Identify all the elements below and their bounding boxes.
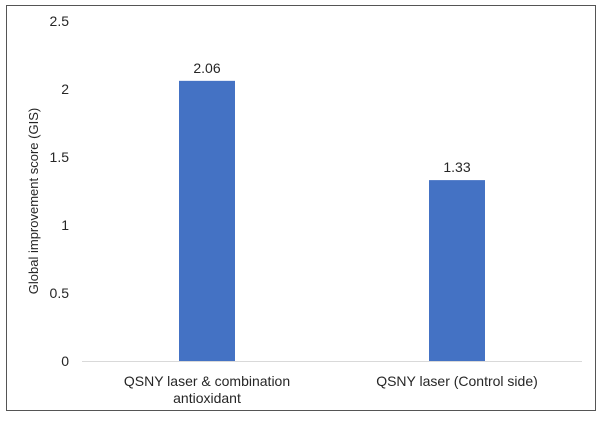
category-label: QSNY laser & combination antioxidant [124,373,290,406]
data-labels: 2.06 1.33 [193,60,470,175]
bars [179,80,485,361]
category-label-line: antioxidant [173,390,241,406]
bar-data-label: 2.06 [193,60,220,76]
y-tick-label: 1 [61,217,69,233]
y-axis-title: Global improvement score (GIS) [26,108,41,294]
category-labels: QSNY laser & combination antioxidantQSNY … [124,373,538,406]
category-label-line: QSNY laser (Control side) [376,373,538,389]
category-label: QSNY laser (Control side) [376,373,538,389]
bar [179,80,235,361]
y-axis-ticks: 0 0.5 1 1.5 2 2.5 [50,13,70,369]
y-tick-label: 0 [61,353,69,369]
category-label-line: QSNY laser & combination [124,373,290,389]
y-tick-label: 2 [61,81,69,97]
chart-frame [6,5,596,411]
y-tick-label: 1.5 [50,149,70,165]
bar-data-label: 1.33 [443,159,470,175]
y-tick-label: 0.5 [50,285,70,301]
y-tick-label: 2.5 [50,13,70,29]
bar [429,180,485,361]
